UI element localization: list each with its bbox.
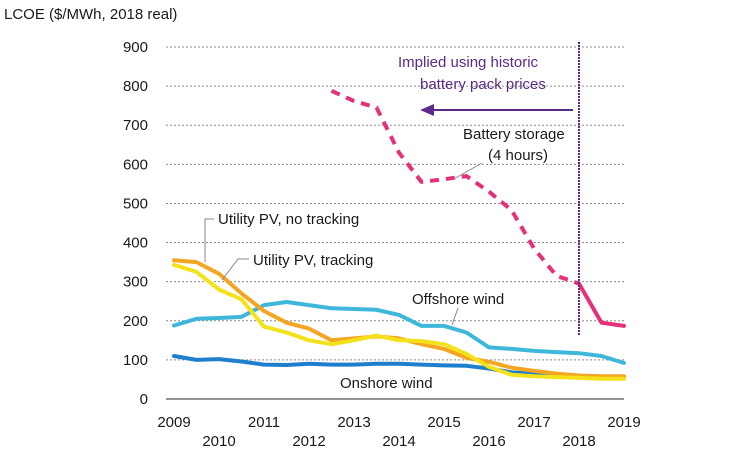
x-tick-labels: 2009 2011 2013 2015 2017 2019 2010 2012 2014 2016…: [157, 414, 640, 450]
y-tick-600: 600: [123, 156, 148, 173]
annotation-offshore: Offshore wind: [412, 291, 504, 308]
x-tick-2011: 2011: [248, 414, 280, 431]
series-line-offshore-0: [172, 300, 626, 365]
offshore-leader-line: [451, 307, 459, 326]
y-tick-900: 900: [123, 39, 148, 56]
gridlines: [166, 46, 624, 361]
annotation-implied-line2: battery pack prices: [420, 76, 546, 93]
x-tick-2013: 2013: [337, 414, 370, 431]
y-tick-labels: 0 100 200 300 400 500 600 700 800 900: [123, 39, 148, 408]
annotation-pv-no-tracking: Utility PV, no tracking: [218, 211, 359, 228]
annotation-implied-line1: Implied using historic: [398, 54, 539, 71]
y-tick-700: 700: [123, 117, 148, 134]
annotation-battery-line1: Battery storage: [463, 126, 565, 143]
y-axis-label: LCOE ($/MWh, 2018 real): [4, 6, 177, 23]
x-tick-2019: 2019: [607, 414, 640, 431]
y-tick-400: 400: [123, 235, 148, 252]
x-tick-2018: 2018: [562, 433, 595, 450]
y-tick-0: 0: [140, 391, 148, 408]
series-lines: [172, 88, 626, 381]
pv-no-tracking-leader-line: [204, 218, 214, 262]
y-tick-300: 300: [123, 274, 148, 291]
implied-arrow: [420, 104, 573, 116]
y-tick-500: 500: [123, 195, 148, 212]
annotation-battery-line2: (4 hours): [488, 147, 548, 164]
y-tick-800: 800: [123, 78, 148, 95]
y-tick-200: 200: [123, 313, 148, 330]
series-line-pv_tracking-3: [172, 262, 626, 381]
x-tick-2015: 2015: [427, 414, 460, 431]
y-tick-100: 100: [123, 352, 148, 369]
x-tick-2009: 2009: [157, 414, 190, 431]
x-tick-2014: 2014: [382, 433, 415, 450]
x-tick-2016: 2016: [472, 433, 505, 450]
pv-tracking-leader-line: [221, 258, 249, 281]
x-tick-2012: 2012: [292, 433, 325, 450]
arrow-head: [420, 104, 434, 116]
annotation-pv-tracking: Utility PV, tracking: [253, 252, 373, 269]
x-tick-2017: 2017: [517, 414, 550, 431]
annotation-onshore: Onshore wind: [340, 375, 433, 392]
series-line-battery-5: [577, 281, 626, 328]
battery-leader-line: [451, 162, 483, 181]
x-tick-2010: 2010: [202, 433, 235, 450]
